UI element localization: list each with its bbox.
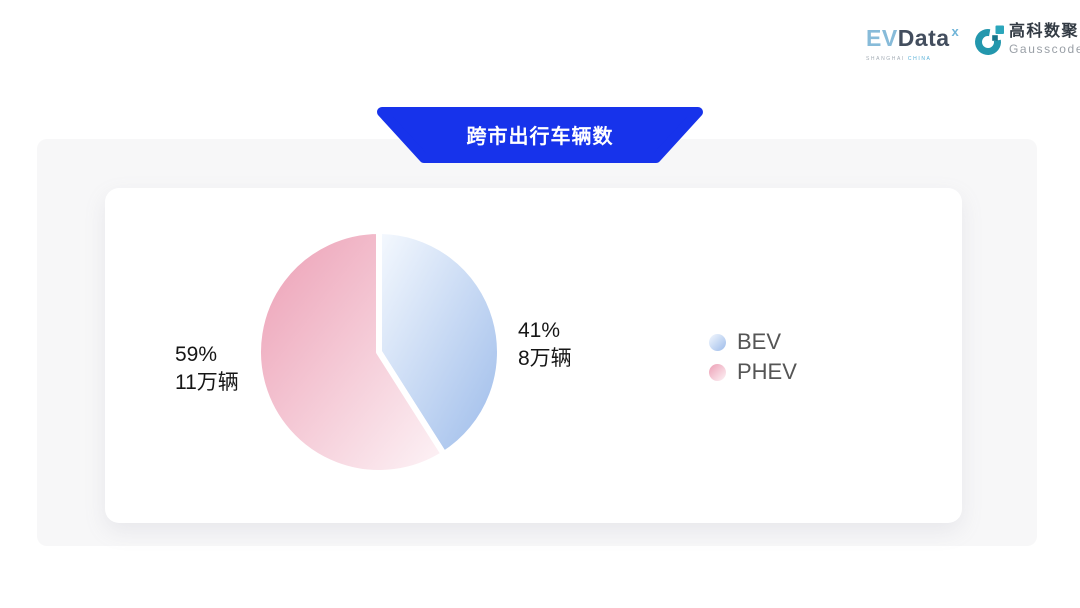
gausscode-block [995,25,1004,34]
gausscode-en-name: Gausscode [1009,42,1080,56]
legend-marker-phev [709,363,726,381]
banner-trapezoid [377,107,703,163]
gausscode-inner-block [992,35,998,41]
evdata-subtext: SHANGHAI CHINA [866,56,932,62]
legend: BEV PHEV [709,327,797,387]
gausscode-logo: 高科数聚 Gausscode [973,22,1080,58]
legend-label-phev: PHEV [737,359,797,384]
gausscode-ring [975,29,1002,56]
phev-value: 11万辆 [175,371,239,394]
legend-item-bev[interactable]: BEV [709,327,797,357]
chart-title-banner: 跨市出行车辆数 [375,106,705,164]
gausscode-text: 高科数聚 Gausscode [1009,22,1080,56]
legend-item-phev[interactable]: PHEV [709,357,797,387]
chart-card [105,188,962,523]
chart-title: 跨市出行车辆数 [466,125,614,148]
pie-chart-svg [255,228,503,476]
phev-percent: 59% [175,343,218,366]
evdata-logo: EVData x SHANGHAI CHINA [866,24,960,62]
phev-data-label: 59% 11万辆 [175,341,239,397]
gausscode-cn-name: 高科数聚 [1009,23,1080,40]
logo-row: EVData x SHANGHAI CHINA 高科数聚 Gausscode [0,0,1080,70]
gausscode-g-icon [975,25,1004,56]
pie-slice-phev[interactable] [255,228,447,476]
legend-label-bev: BEV [737,329,782,354]
pie-chart [244,217,514,487]
legend-marker-bev [709,333,726,351]
bev-percent: 41% [518,319,561,342]
evdata-ev-text: EV [866,25,898,51]
evdata-wordmark: EVData x [866,24,960,53]
bev-data-label: 41% 8万辆 [518,317,572,373]
evdata-data-text: Data [897,25,950,51]
evdata-x-icon: x [951,24,960,39]
bev-value: 8万辆 [518,347,572,370]
